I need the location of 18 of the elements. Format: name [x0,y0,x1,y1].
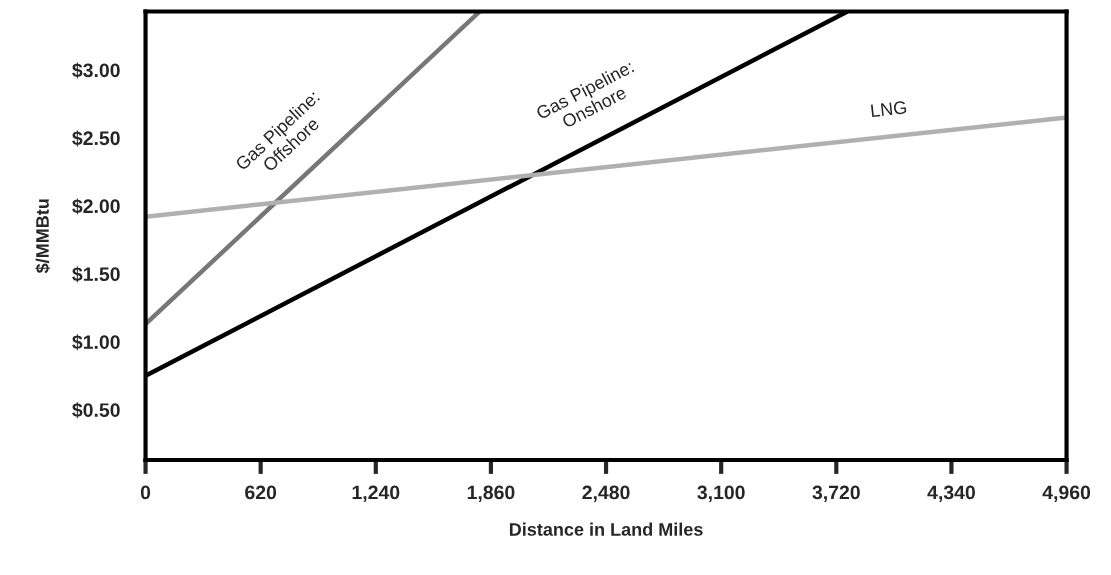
x-tick-label: 1,860 [467,485,515,503]
y-tick-label: $1.00 [72,334,120,351]
x-tick-label: 4,960 [1042,485,1091,503]
y-tick-label: $3.00 [72,62,120,79]
y-axis-title: $/MMBtu [35,199,51,274]
x-tick-label: 0 [140,485,151,500]
x-tick-label: 1,240 [352,485,400,503]
y-tick-label: $1.50 [72,266,120,283]
x-axis-title: Distance in Land Miles [509,522,703,536]
y-tick-label: $2.00 [72,198,120,215]
text: LNG [870,100,907,118]
x-tick-label: 4,340 [927,485,975,503]
x-tick-label: 3,100 [697,485,745,503]
x-tick-label: 3,720 [812,485,860,503]
y-tick-label: $0.50 [72,402,120,419]
y-tick-label: $2.50 [72,130,120,147]
x-tick-label: 2,480 [582,485,630,503]
x-tick-label: 620 [245,485,277,500]
